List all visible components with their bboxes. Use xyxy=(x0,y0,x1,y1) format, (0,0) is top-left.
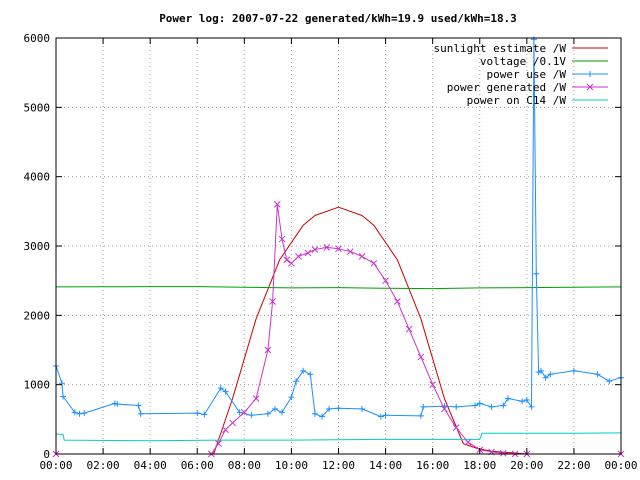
y-tick-label: 5000 xyxy=(24,101,51,114)
data-point xyxy=(229,419,236,427)
legend-label: voltage /0.1V xyxy=(480,55,566,68)
x-tick-label: 22:00 xyxy=(557,459,590,472)
y-tick-label: 6000 xyxy=(24,32,51,45)
x-tick-label: 18:00 xyxy=(463,459,496,472)
x-tick-label: 20:00 xyxy=(510,459,543,472)
x-tick-label: 00:00 xyxy=(39,459,72,472)
data-point xyxy=(311,246,319,253)
y-tick-label: 4000 xyxy=(24,171,51,184)
data-point xyxy=(429,381,437,389)
y-tick-label: 1000 xyxy=(24,379,51,392)
legend-marker xyxy=(586,83,594,91)
chart-title: Power log: 2007-07-22 generated/kWh=19.9… xyxy=(159,12,517,25)
data-point xyxy=(240,409,248,416)
data-point xyxy=(358,253,366,260)
x-tick-label: 16:00 xyxy=(416,459,449,472)
data-point xyxy=(252,395,260,402)
data-point xyxy=(405,325,413,333)
series-3 xyxy=(52,201,625,458)
x-tick-label: 02:00 xyxy=(87,459,120,472)
data-point xyxy=(464,438,472,446)
series-1 xyxy=(55,286,622,290)
data-point xyxy=(382,277,389,285)
legend-label: sunlight estimate /W xyxy=(434,42,567,55)
data-point xyxy=(417,353,425,361)
series-4 xyxy=(55,432,622,442)
data-point xyxy=(323,244,331,251)
y-tick-label: 0 xyxy=(43,448,50,461)
data-point xyxy=(222,426,229,434)
legend-label: power generated /W xyxy=(447,81,567,94)
data-point xyxy=(269,298,276,305)
data-point xyxy=(346,248,354,255)
data-point xyxy=(452,424,460,432)
series-line xyxy=(55,432,622,442)
legend-label: power use /W xyxy=(487,68,567,81)
data-point xyxy=(370,259,378,267)
data-point xyxy=(335,245,342,253)
x-tick-label: 10:00 xyxy=(275,459,308,472)
x-tick-label: 06:00 xyxy=(181,459,214,472)
plot-area xyxy=(52,36,625,458)
y-tick-label: 3000 xyxy=(24,240,51,253)
data-point xyxy=(499,449,507,457)
grid xyxy=(56,38,621,454)
data-point xyxy=(295,253,302,260)
data-point xyxy=(215,440,222,447)
data-point xyxy=(278,235,286,243)
data-point xyxy=(441,405,448,413)
data-point xyxy=(304,249,312,257)
series-line xyxy=(55,286,622,290)
series-2 xyxy=(53,36,624,420)
data-point xyxy=(283,256,291,264)
y-tick-label: 2000 xyxy=(24,309,51,322)
axes: 0 1000 2000 3000 4000 5000 6000 00:00 02:00 04:00… xyxy=(24,32,638,472)
data-point xyxy=(273,201,281,208)
data-point xyxy=(394,298,401,305)
x-tick-label: 00:00 xyxy=(604,459,637,472)
x-tick-label: 14:00 xyxy=(369,459,402,472)
legend-label: power on C14 /W xyxy=(467,94,567,107)
x-tick-label: 12:00 xyxy=(322,459,355,472)
series-line xyxy=(55,38,622,418)
data-point xyxy=(264,346,272,354)
x-tick-label: 08:00 xyxy=(228,459,261,472)
data-point xyxy=(288,259,295,267)
x-tick-label: 04:00 xyxy=(134,459,167,472)
